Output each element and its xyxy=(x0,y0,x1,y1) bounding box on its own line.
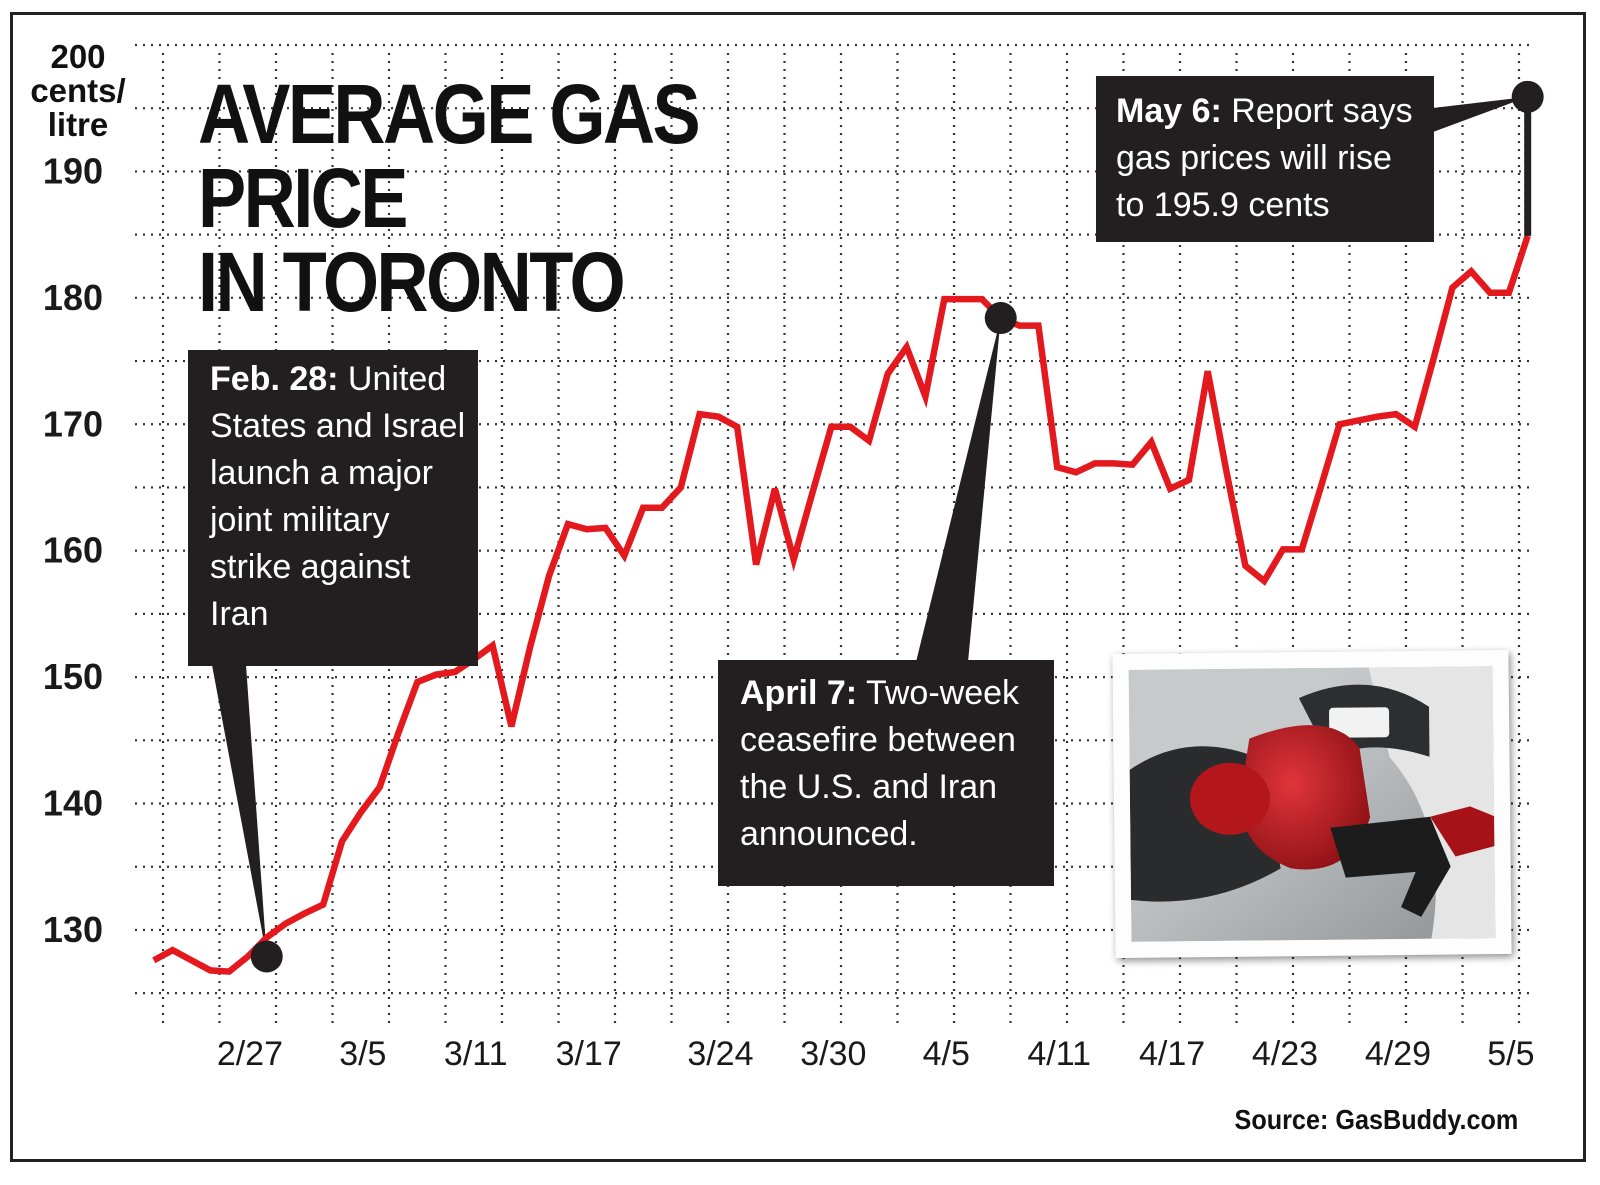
callout-leader xyxy=(916,318,1001,662)
x-tick-label: 3/11 xyxy=(444,1035,508,1073)
annotation-markers xyxy=(250,80,1544,973)
y-tick-label: 180 xyxy=(43,277,103,318)
y-axis-unit-value: 200 xyxy=(50,38,106,75)
gas-pump-nozzle-photo xyxy=(1112,649,1512,959)
chart-frame xyxy=(10,12,1586,1162)
chart-title-line2: IN TORONTO xyxy=(198,235,626,329)
annotation-marker xyxy=(1511,80,1544,113)
x-tick-label: 2/27 xyxy=(217,1035,283,1073)
y-tick-label: 130 xyxy=(43,909,103,950)
x-tick-label: 3/24 xyxy=(687,1035,753,1073)
y-tick-label: 160 xyxy=(43,530,103,571)
y-tick-label: 150 xyxy=(43,656,103,697)
annotation-marker xyxy=(984,302,1017,335)
callout-may-6-text: Report says gas prices will rise to 195.… xyxy=(1116,92,1413,224)
chart-title-line1: AVERAGE GAS PRICE xyxy=(198,67,701,245)
x-tick-label: 4/23 xyxy=(1252,1035,1318,1073)
chart-title: AVERAGE GAS PRICE IN TORONTO xyxy=(198,72,852,324)
annotation-marker xyxy=(250,940,283,973)
x-tick-label: 3/5 xyxy=(339,1035,386,1073)
x-tick-label: 4/29 xyxy=(1365,1035,1431,1073)
x-tick-label: 5/5 xyxy=(1487,1035,1534,1073)
series-group xyxy=(152,234,1531,975)
x-tick-label: 4/17 xyxy=(1139,1035,1205,1073)
callout-leader xyxy=(212,665,267,957)
series-line xyxy=(152,234,1531,975)
x-tick-label: 3/17 xyxy=(556,1035,622,1073)
callout-feb-28-text: United States and Israel launch a major … xyxy=(210,360,466,633)
callout-feb-28-date: Feb. 28: xyxy=(210,360,339,398)
callout-april-7-date: April 7: xyxy=(740,674,858,712)
y-axis-unit-label: 200 cents/ litre xyxy=(18,40,138,142)
x-tick-label: 4/5 xyxy=(923,1035,970,1073)
y-axis-ticks: 130 140 150 160 170 180 190 xyxy=(43,150,103,950)
gas-pump-nozzle-icon xyxy=(1128,666,1496,942)
callout-leader xyxy=(1433,96,1528,132)
source-credit: Source: GasBuddy.com xyxy=(1234,1104,1518,1135)
y-tick-label: 170 xyxy=(43,403,103,444)
x-tick-label: 3/30 xyxy=(800,1035,866,1073)
callout-may-6-date: May 6: xyxy=(1116,92,1222,130)
y-axis-unit-line2: cents/ xyxy=(30,72,126,109)
x-axis-ticks: 2/27 3/5 3/11 3/17 3/24 3/30 4/5 4/11 4/17 4/23 4/… xyxy=(217,1035,1535,1073)
x-tick-label: 4/11 xyxy=(1027,1035,1091,1073)
callout-leaders xyxy=(212,96,1528,957)
callout-feb-28: Feb. 28: United States and Israel launch… xyxy=(188,350,478,666)
callout-april-7: April 7: Two-week ceasefire between the … xyxy=(718,660,1054,886)
y-axis-unit-line3: litre xyxy=(47,106,109,143)
y-tick-label: 190 xyxy=(43,150,103,191)
y-tick-label: 140 xyxy=(43,783,103,824)
callout-april-7-text: Two-week ceasefire between the U.S. and … xyxy=(740,674,1020,853)
callout-may-6: May 6: Report says gas prices will rise … xyxy=(1096,76,1434,242)
